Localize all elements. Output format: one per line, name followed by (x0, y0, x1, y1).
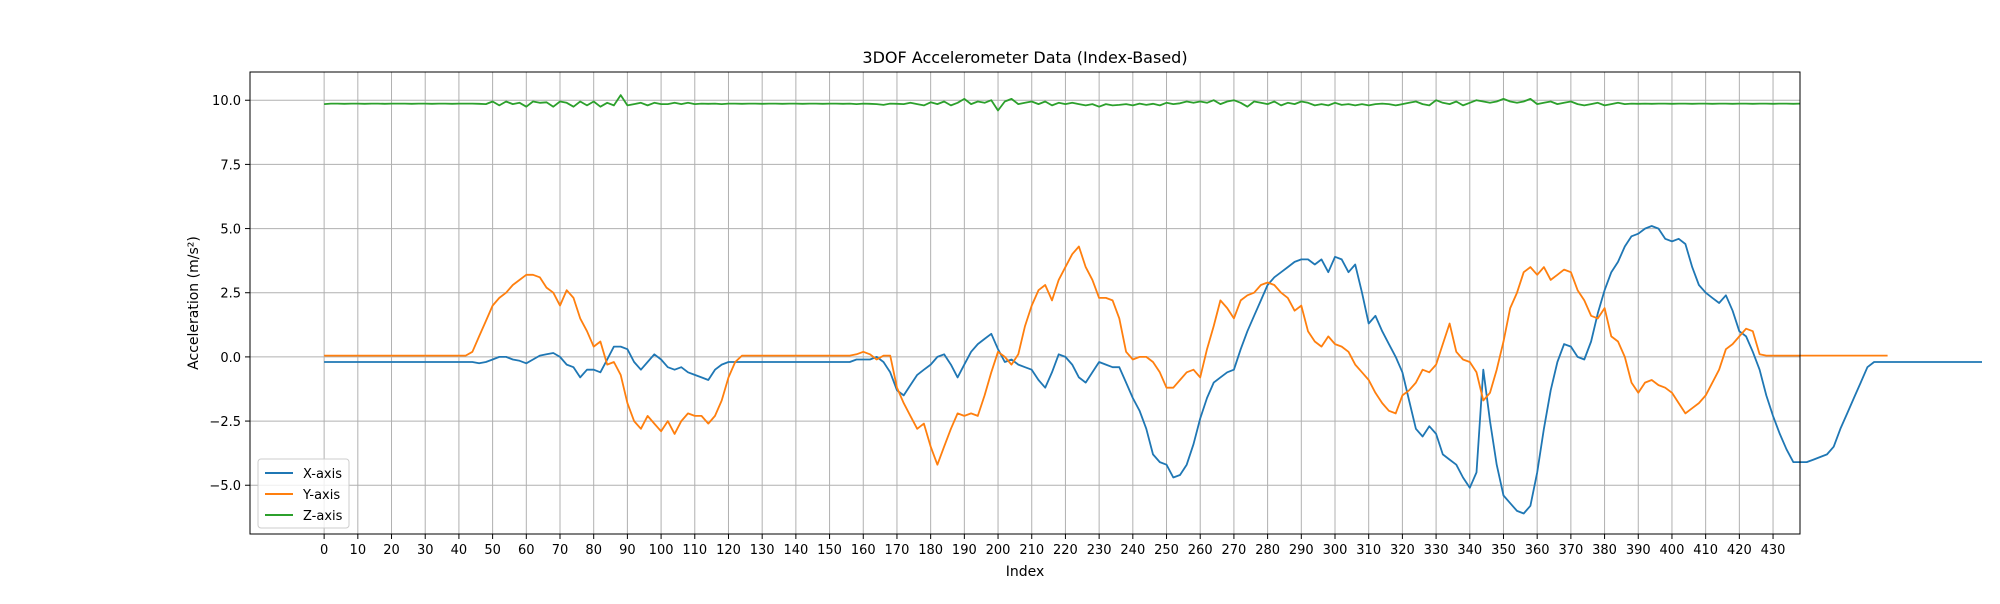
x-tick-label: 160 (851, 543, 876, 558)
x-tick-label: 220 (1053, 543, 1078, 558)
x-tick-label: 110 (682, 543, 707, 558)
x-tick-label: 190 (952, 543, 977, 558)
x-tick-label: 0 (320, 543, 328, 558)
x-tick-label: 410 (1693, 543, 1718, 558)
x-tick-label: 50 (484, 543, 501, 558)
x-tick-label: 40 (451, 543, 468, 558)
plot-lines (324, 94, 1982, 515)
y-tick-label: 0.0 (220, 351, 241, 366)
x-tick-label: 360 (1525, 543, 1550, 558)
legend-label: Y-axis (302, 488, 340, 503)
x-tick-label: 370 (1558, 543, 1583, 558)
grid (250, 72, 1800, 534)
x-tick-label: 100 (649, 543, 674, 558)
ticks: 0 10 20 30 40 50 60 70 80 90 100 110 120 130 140 150 160… (209, 94, 1785, 558)
x-tick-label: 60 (518, 543, 535, 558)
x-tick-label: 320 (1390, 543, 1415, 558)
x-tick-label: 330 (1424, 543, 1449, 558)
x-tick-label: 210 (1019, 543, 1044, 558)
series-line-y-axis (324, 245, 1888, 466)
x-tick-label: 290 (1289, 543, 1314, 558)
x-tick-label: 340 (1457, 543, 1482, 558)
series-line-x-axis (324, 225, 1982, 515)
x-tick-label: 380 (1592, 543, 1617, 558)
legend-label: Z-axis (303, 509, 343, 524)
x-tick-label: 80 (585, 543, 602, 558)
x-tick-label: 390 (1626, 543, 1651, 558)
x-tick-label: 10 (350, 543, 367, 558)
y-tick-label: 2.5 (220, 287, 241, 302)
x-tick-label: 310 (1356, 543, 1381, 558)
x-tick-label: 350 (1491, 543, 1516, 558)
series-line-z-axis (324, 94, 1801, 112)
x-tick-label: 230 (1087, 543, 1112, 558)
y-tick-label: −5.0 (209, 479, 241, 494)
x-tick-label: 270 (1221, 543, 1246, 558)
y-tick-label: 10.0 (212, 94, 241, 109)
x-tick-label: 170 (885, 543, 910, 558)
x-tick-label: 120 (716, 543, 741, 558)
x-tick-label: 30 (417, 543, 434, 558)
chart-title: 3DOF Accelerometer Data (Index-Based) (862, 48, 1187, 67)
x-tick-label: 180 (918, 543, 943, 558)
x-tick-label: 250 (1154, 543, 1179, 558)
x-tick-label: 430 (1761, 543, 1786, 558)
y-tick-label: 7.5 (220, 158, 241, 173)
x-tick-label: 420 (1727, 543, 1752, 558)
x-tick-label: 260 (1188, 543, 1213, 558)
x-tick-label: 90 (619, 543, 636, 558)
axes-frame (249, 71, 1801, 535)
legend-box (257, 458, 350, 529)
x-tick-label: 280 (1255, 543, 1280, 558)
y-tick-label: 5.0 (220, 223, 241, 238)
x-tick-label: 200 (986, 543, 1011, 558)
x-tick-label: 140 (783, 543, 808, 558)
x-tick-label: 20 (383, 543, 400, 558)
x-axis-label: Index (1006, 564, 1045, 580)
y-axis-label: Acceleration (m/s²) (186, 236, 202, 370)
legend: X-axis Y-axis Z-axis (257, 458, 350, 529)
legend-label: X-axis (303, 467, 342, 482)
y-tick-label: −2.5 (209, 415, 241, 430)
x-tick-label: 70 (552, 543, 569, 558)
x-tick-label: 300 (1323, 543, 1348, 558)
x-tick-label: 400 (1660, 543, 1685, 558)
x-tick-label: 150 (817, 543, 842, 558)
x-tick-label: 240 (1120, 543, 1145, 558)
x-tick-label: 130 (750, 543, 775, 558)
